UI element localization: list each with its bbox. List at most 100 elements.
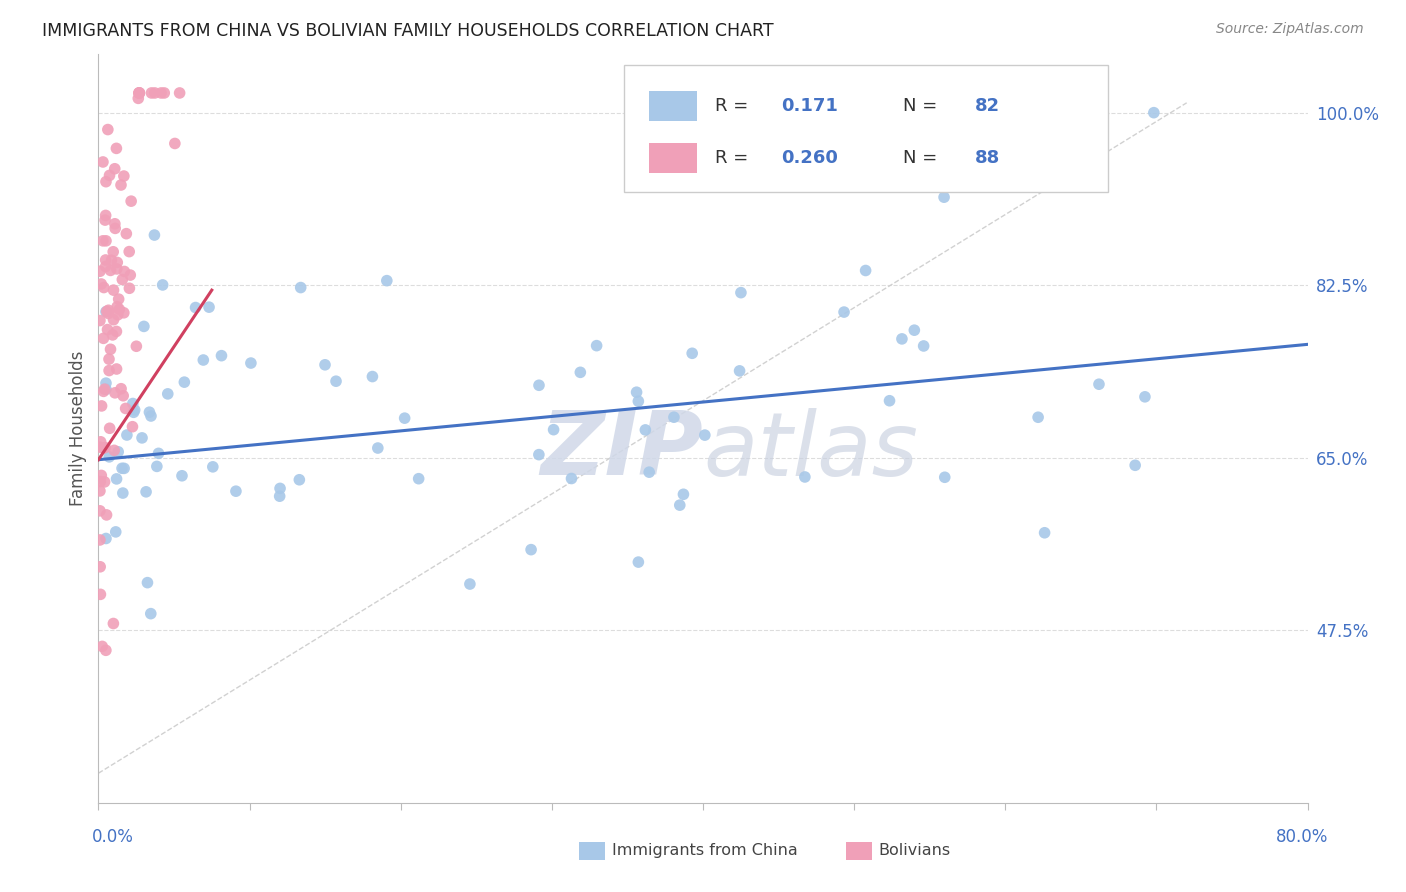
Point — [1123, 458, 1146, 473]
Point — [375, 274, 398, 288]
Point — [121, 419, 143, 434]
Point — [120, 194, 142, 209]
Point — [127, 91, 149, 105]
Point — [94, 376, 117, 391]
Point — [855, 263, 877, 277]
Point — [112, 306, 135, 320]
Point — [90, 434, 112, 449]
Point — [136, 575, 159, 590]
Point — [112, 264, 135, 278]
Point — [105, 300, 128, 314]
Point — [89, 504, 111, 518]
Point — [132, 319, 155, 334]
Point — [105, 472, 128, 486]
Point — [325, 374, 347, 388]
FancyBboxPatch shape — [648, 91, 697, 121]
Point — [143, 228, 166, 243]
Point — [100, 263, 122, 277]
Point — [128, 86, 150, 100]
Point — [198, 300, 221, 314]
Point — [97, 303, 120, 318]
Point — [93, 441, 115, 455]
Text: Source: ZipAtlas.com: Source: ZipAtlas.com — [1216, 22, 1364, 37]
Point — [672, 487, 695, 501]
Point — [98, 352, 121, 367]
Point — [124, 403, 146, 417]
Point — [94, 441, 117, 455]
Point — [1143, 105, 1166, 120]
Point — [100, 253, 122, 268]
Point — [169, 86, 191, 100]
Point — [193, 353, 215, 368]
Point — [103, 443, 125, 458]
Point — [90, 277, 112, 291]
Point — [560, 471, 582, 485]
Point — [627, 394, 650, 409]
Point — [173, 375, 195, 389]
Y-axis label: Family Households: Family Households — [69, 351, 87, 506]
Point — [103, 283, 125, 297]
FancyBboxPatch shape — [624, 65, 1108, 192]
Point — [89, 483, 111, 498]
Point — [121, 396, 143, 410]
Text: Bolivians: Bolivians — [879, 844, 950, 858]
Point — [239, 356, 262, 370]
Point — [94, 382, 117, 396]
Point — [728, 364, 751, 378]
Point — [152, 277, 174, 292]
Point — [101, 327, 124, 342]
Point — [1133, 390, 1156, 404]
Point — [118, 281, 141, 295]
Point — [115, 428, 138, 442]
Point — [150, 86, 173, 100]
Point — [93, 382, 115, 396]
Text: 0.0%: 0.0% — [91, 828, 134, 846]
Point — [1026, 410, 1049, 425]
Point — [104, 524, 127, 539]
Point — [143, 86, 166, 100]
Point — [94, 304, 117, 318]
Point — [394, 411, 416, 425]
Point — [89, 313, 111, 327]
Point — [520, 542, 543, 557]
Point — [125, 339, 148, 353]
Point — [139, 409, 162, 423]
Point — [90, 468, 112, 483]
Point — [104, 217, 127, 231]
Point — [104, 385, 127, 400]
Point — [105, 141, 128, 155]
Point — [100, 343, 122, 357]
Point — [148, 446, 170, 460]
Point — [112, 169, 135, 183]
Point — [94, 252, 117, 267]
Point — [89, 559, 111, 574]
Point — [97, 122, 120, 136]
Point — [98, 421, 121, 435]
Point — [89, 533, 111, 547]
Point — [104, 161, 127, 176]
Point — [111, 272, 134, 286]
Point — [793, 470, 815, 484]
Point — [112, 389, 135, 403]
Point — [93, 384, 115, 399]
Point — [681, 346, 703, 360]
Point — [111, 486, 134, 500]
Point — [361, 369, 384, 384]
Point — [114, 401, 136, 416]
Point — [153, 86, 176, 100]
Point — [569, 365, 592, 379]
Point — [98, 169, 121, 183]
Point — [98, 450, 121, 464]
Point — [201, 459, 224, 474]
Point — [832, 305, 855, 319]
Point — [527, 448, 550, 462]
Point — [105, 325, 128, 339]
Point — [879, 393, 901, 408]
Point — [139, 607, 162, 621]
Point — [103, 312, 125, 326]
Point — [96, 304, 118, 318]
Text: 80.0%: 80.0% — [1277, 828, 1329, 846]
Point — [184, 301, 207, 315]
Point — [912, 339, 935, 353]
Point — [122, 405, 145, 419]
